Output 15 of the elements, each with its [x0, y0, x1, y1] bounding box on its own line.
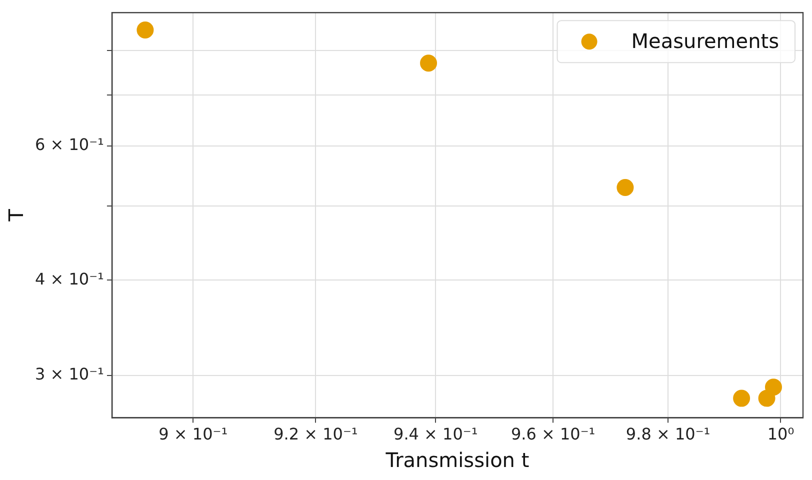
point	[733, 390, 750, 407]
point	[136, 22, 154, 39]
x-tick-label: 9 × 10⁻¹	[158, 424, 228, 444]
y-tick-label: 6 × 10⁻¹	[34, 134, 104, 154]
y-tick-label: 4 × 10⁻¹	[34, 269, 104, 288]
legend-label: Measurements	[631, 28, 780, 53]
x-axis-title: Transmission t	[384, 448, 530, 472]
y-axis-title: T	[4, 208, 28, 222]
x-tick-label: 9.2 × 10⁻¹	[274, 424, 358, 444]
x-tick-label: 9.6 × 10⁻¹	[510, 424, 596, 444]
x-tick-label: 9.4 × 10⁻¹	[394, 424, 478, 444]
point	[764, 378, 782, 396]
x-tick-label: 9.8 × 10⁻¹	[626, 424, 710, 444]
x-tick-label: 10⁰	[767, 424, 794, 444]
y-tick-label: 3 × 10⁻¹	[34, 364, 104, 384]
